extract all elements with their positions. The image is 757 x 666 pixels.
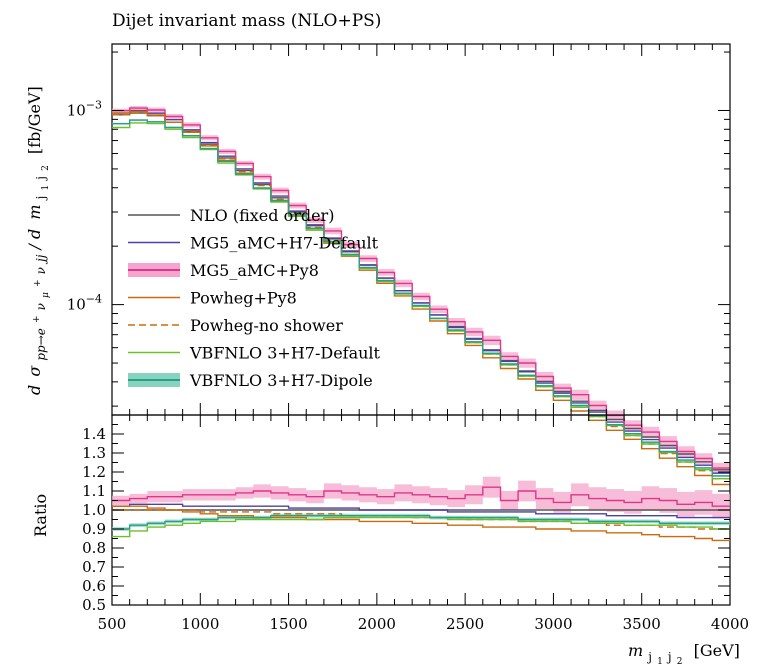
main-band-2: [112, 106, 730, 474]
chart-title: Dijet invariant mass (NLO+PS): [112, 11, 381, 31]
legend-label-5: VBFNLO 3+H7-Default: [189, 344, 381, 363]
ratio-series-3: [112, 505, 730, 542]
main-y-ticks: 10−3 10−4: [67, 51, 730, 407]
ratio-y-tick-label-5: 1.0: [82, 501, 106, 519]
x-tick-label-7: 4000: [711, 615, 749, 633]
main-x-ticks: [111, 44, 731, 415]
legend-label-6: VBFNLO 3+H7-Dipole: [189, 371, 373, 390]
x-tick-label-5: 3000: [534, 615, 572, 633]
x-tick-label-4: 2500: [446, 615, 484, 633]
x-axis-label: m j 1 j 2 [GeV]: [628, 641, 740, 666]
ratio-y-tick-label-9: 1.4: [82, 425, 106, 443]
ratio-panel: 0.50.60.70.80.91.01.11.21.31.4 500 1000 15…: [82, 414, 749, 633]
main-panel: 10−3 10−4 NLO (fixed order) MG5_aMC+H7-Def…: [67, 43, 731, 486]
ratio-y-tick-label-4: 0.9: [82, 520, 106, 538]
ratio-series-2: [112, 486, 730, 507]
ratio-y-tick-label-1: 0.6: [82, 577, 106, 595]
ratio-series-5: [112, 516, 730, 538]
x-tick-label-6: 3500: [623, 615, 661, 633]
main-y-tick-label-1: 10−4: [67, 293, 102, 314]
legend-label-4: Powheg-no shower: [190, 316, 343, 335]
ratio-y-tick-label-7: 1.2: [82, 463, 106, 481]
ratio-y-tick-label-3: 0.8: [82, 539, 106, 557]
x-tick-label-3: 2000: [358, 615, 396, 633]
ratio-y-tick-label-6: 1.1: [82, 482, 106, 500]
x-tick-label-1: 1000: [181, 615, 219, 633]
legend-label-0: NLO (fixed order): [190, 206, 334, 225]
x-tick-label-0: 500: [98, 615, 127, 633]
x-tick-label-2: 1500: [269, 615, 307, 633]
y-axis-label-ratio: Ratio: [31, 494, 50, 537]
y-axis-label-main: d σ pp→e + ν μ + ν jj / d m j 1 j 2 [fb/…: [24, 86, 52, 395]
ratio-y-tick-label-8: 1.3: [82, 444, 106, 462]
ratio-series-6: [112, 515, 730, 530]
legend-label-3: Powheg+Py8: [190, 289, 297, 308]
ratio-band-2: [112, 476, 730, 519]
ratio-y-tick-label-0: 0.5: [82, 596, 106, 614]
main-series-6: [112, 119, 730, 477]
legend-label-2: MG5_aMC+Py8: [190, 261, 319, 280]
ratio-series-1: [112, 503, 730, 519]
legend-label-1: MG5_aMC+H7-Default: [190, 234, 379, 253]
ratio-y-tick-label-2: 0.7: [82, 558, 106, 576]
ratio-lines: [112, 486, 730, 542]
main-bands: [112, 106, 730, 477]
ratio-y-ticks: 0.50.60.70.80.91.01.11.21.31.4: [82, 414, 730, 614]
ratio-x-ticks: 500 1000 1500 2000 2500 3000 3500 4000: [98, 415, 749, 633]
main-y-tick-label-0: 10−3: [67, 98, 102, 119]
legend: NLO (fixed order) MG5_aMC+H7-Default MG5_a…: [128, 206, 381, 390]
